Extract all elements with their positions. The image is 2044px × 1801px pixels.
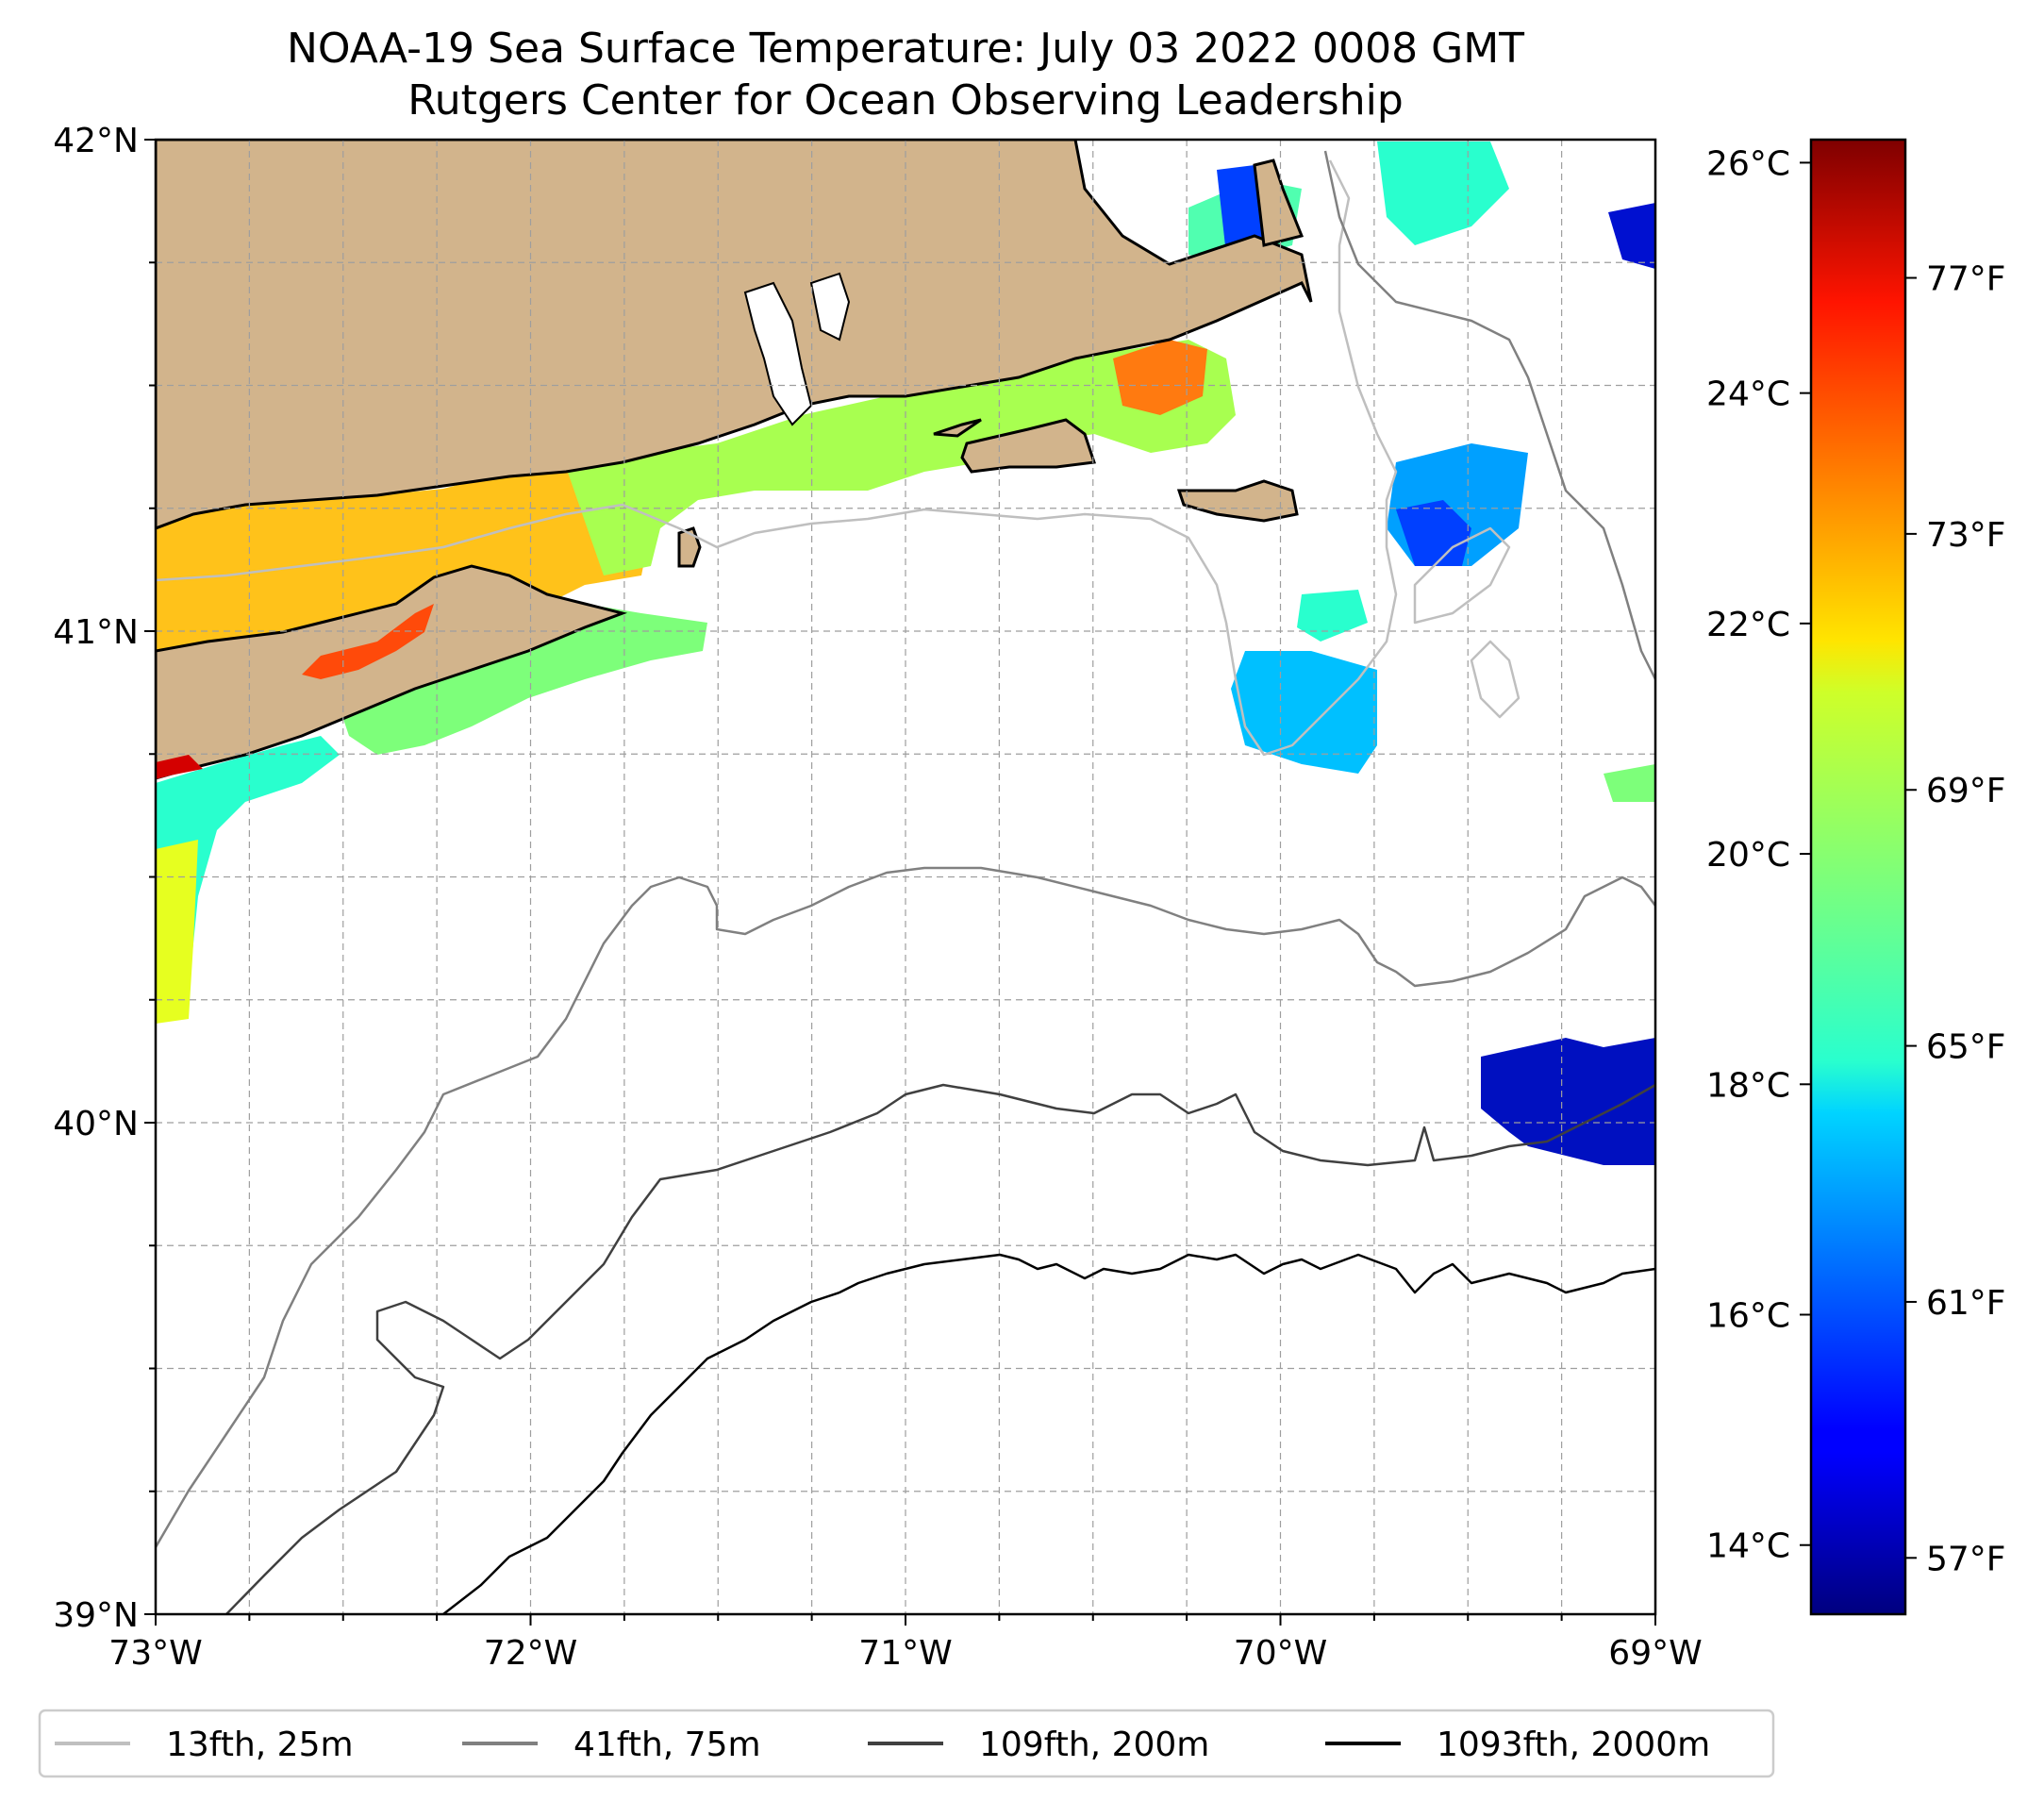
land-layer bbox=[156, 140, 1313, 780]
legend-label: 41fth, 75m bbox=[573, 1726, 761, 1764]
y-tick-label: 42°N bbox=[53, 122, 139, 160]
legend-label: 109fth, 200m bbox=[979, 1726, 1209, 1764]
colorbar-celsius-label: 14°C bbox=[1706, 1527, 1790, 1566]
sst-patch-se-cold bbox=[1481, 1038, 1655, 1165]
sst-patch-cape-cod-blue bbox=[1217, 165, 1264, 255]
colorbar-celsius-label: 20°C bbox=[1706, 836, 1790, 875]
mount-hope-bay bbox=[809, 272, 851, 342]
y-tick-label: 39°N bbox=[53, 1596, 139, 1635]
colorbar-fahrenheit-ticks: 77°F 73°F 69°F 65°F 61°F 57°F bbox=[1905, 260, 2006, 1578]
x-tick-label: 69°W bbox=[1608, 1634, 1702, 1673]
x-tick-label: 71°W bbox=[858, 1634, 952, 1673]
legend: 13fth, 25m 41fth, 75m 109fth, 200m 1093fth,… bbox=[38, 1709, 1775, 1778]
colorbar-celsius-label: 24°C bbox=[1706, 375, 1790, 414]
contour-200m bbox=[225, 1083, 1655, 1614]
narragansett-bay bbox=[743, 281, 813, 426]
bay-layer bbox=[743, 272, 851, 426]
land-new-england bbox=[156, 140, 1313, 530]
colorbar-fahrenheit-label: 57°F bbox=[1926, 1540, 2006, 1578]
sst-patch-buzzards-warm bbox=[1113, 340, 1207, 415]
land-martha-vineyard bbox=[960, 418, 1097, 474]
land-cape-cod-tip bbox=[1253, 158, 1305, 247]
legend-label: 1093fth, 2000m bbox=[1437, 1726, 1710, 1764]
colorbar-fahrenheit-label: 61°F bbox=[1926, 1284, 2006, 1323]
contours-layer bbox=[156, 150, 1655, 1614]
sst-patch-ne-cold bbox=[1608, 203, 1655, 269]
sst-patch-georges-1 bbox=[1231, 651, 1377, 774]
sst-patch-nj-yellow bbox=[156, 840, 198, 1024]
x-tick-label: 73°W bbox=[108, 1634, 202, 1673]
sst-patch-peconic-warm bbox=[302, 604, 434, 679]
x-axis: 73°W 72°W 71°W 70°W 69°W bbox=[108, 1614, 1703, 1673]
colorbar: 26°C 24°C 22°C 20°C 18°C 16°C 14°C 77°F 73°F 69°… bbox=[1706, 138, 2006, 1616]
contour-25m-georges-shoal bbox=[1413, 526, 1511, 625]
contour-75m-outer bbox=[156, 866, 1655, 1548]
colorbar-fahrenheit-label: 65°F bbox=[1926, 1028, 2006, 1067]
warm-streak-layer bbox=[156, 604, 434, 779]
map-area bbox=[156, 140, 1655, 1614]
colorbar-celsius-label: 26°C bbox=[1706, 144, 1790, 183]
colorbar-fahrenheit-label: 73°F bbox=[1926, 516, 2006, 555]
colorbar-gradient bbox=[1809, 138, 1907, 1616]
land-long-island bbox=[156, 564, 628, 780]
legend-label: 13fth, 25m bbox=[166, 1726, 354, 1764]
x-tick-label: 70°W bbox=[1234, 1634, 1327, 1673]
land-block-island bbox=[677, 526, 702, 568]
colorbar-celsius-label: 18°C bbox=[1706, 1066, 1790, 1105]
legend-items: 13fth, 25m 41fth, 75m 109fth, 200m 1093fth,… bbox=[55, 1726, 1710, 1764]
sst-patch-shelf-green bbox=[1604, 764, 1655, 802]
colorbar-celsius-label: 22°C bbox=[1706, 606, 1790, 644]
sst-patch-nantucket-blue bbox=[1396, 500, 1471, 566]
sst-patch-nj-red bbox=[156, 755, 203, 779]
sst-patch-mass-bay bbox=[1377, 142, 1509, 245]
contour-2000m bbox=[442, 1253, 1655, 1614]
colorbar-celsius-ticks: 26°C 24°C 22°C 20°C 18°C 16°C 14°C bbox=[1706, 144, 1811, 1566]
contour-25m-east bbox=[1470, 640, 1521, 719]
map-title-line1: NOAA-19 Sea Surface Temperature: July 03… bbox=[287, 25, 1524, 73]
colorbar-celsius-label: 16°C bbox=[1706, 1297, 1790, 1336]
y-tick-label: 40°N bbox=[53, 1105, 139, 1143]
colorbar-fahrenheit-label: 69°F bbox=[1926, 772, 2006, 810]
sst-patch-ri-shelf bbox=[566, 340, 1236, 575]
contour-25m-north bbox=[156, 159, 1398, 757]
contour-75m-gulf bbox=[1323, 150, 1655, 680]
colorbar-fahrenheit-label: 77°F bbox=[1926, 260, 2006, 299]
land-nantucket bbox=[1176, 479, 1299, 523]
y-tick-label: 41°N bbox=[53, 613, 139, 652]
x-tick-label: 72°W bbox=[484, 1634, 577, 1673]
land-elizabeth-islands bbox=[933, 418, 982, 438]
y-axis: 42°N 41°N 40°N 39°N bbox=[53, 122, 156, 1635]
sst-patch-montauk bbox=[156, 736, 340, 1000]
map-title-line2: Rutgers Center for Ocean Observing Leade… bbox=[407, 76, 1404, 125]
sst-patch-georges-2 bbox=[1297, 590, 1368, 642]
